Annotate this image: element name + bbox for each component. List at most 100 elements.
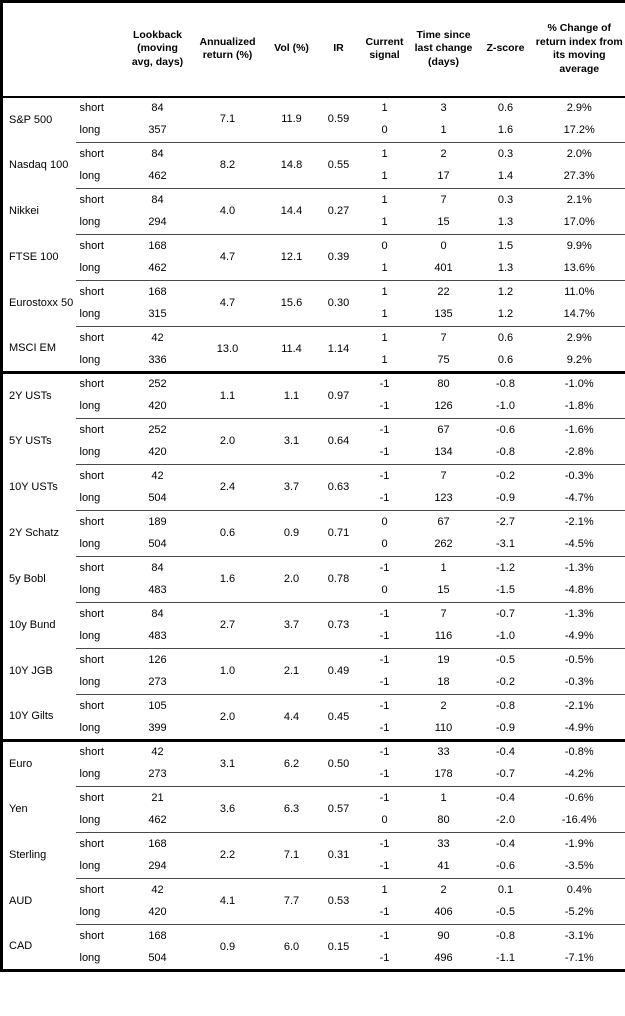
ir-cell: 0.59 <box>317 96 360 143</box>
signal-cell: -1 <box>379 929 390 942</box>
lookback-cell: 504 <box>148 951 167 964</box>
signal-cell: -1 <box>359 855 410 879</box>
vol-cell: 12.1 <box>265 234 318 281</box>
lookback-cell: 42 <box>151 331 164 344</box>
vol-cell: 7.1 <box>265 832 318 879</box>
vol-cell: 3.1 <box>265 418 318 465</box>
pct-change-cell: -2.8% <box>533 441 625 465</box>
ir-cell: 0.78 <box>317 556 360 603</box>
days-since-change-cell: 126 <box>409 395 478 419</box>
table-row: 10y Bund short 84 2.7 3.7 0.73 -1 7 -0.7 -1.3% <box>2 602 625 649</box>
z-score-cell: 0.3 <box>497 193 514 206</box>
lookback-cell: 42 <box>151 469 164 482</box>
leg-cell: short <box>79 929 104 942</box>
table-row: AUD short 42 4.1 7.7 0.53 1 2 0.1 0.4% <box>2 878 625 925</box>
pct-change-cell: -4.7% <box>533 487 625 511</box>
z-score-cell: 1.4 <box>477 165 534 189</box>
days-since-change-cell: 67 <box>437 423 450 436</box>
leg-cell: short <box>79 607 104 620</box>
pct-change-cell: 2.9% <box>566 331 592 344</box>
lookback-cell: 462 <box>125 165 190 189</box>
signal-cell: -1 <box>379 837 390 850</box>
annualized-return-cell: 0.9 <box>219 940 236 953</box>
table-row: 10Y JGB short 126 1.0 2.1 0.49 -1 19 -0.5 -0.5% <box>2 648 625 695</box>
pct-change-cell: 17.0% <box>533 211 625 235</box>
days-since-change-cell: 401 <box>409 257 478 281</box>
asset-name-cell: Nikkei <box>9 205 39 217</box>
pct-change-cell: -4.9% <box>533 717 625 742</box>
days-since-change-cell: 75 <box>409 349 478 374</box>
table-row: 5y Bobl short 84 1.6 2.0 0.78 -1 1 -1.2 -1.3% <box>2 556 625 603</box>
annualized-return-cell: 1.6 <box>189 556 266 603</box>
asset-name-cell: FTSE 100 <box>9 251 59 263</box>
header-time-since-change: Time since last change (days) <box>409 1 478 98</box>
ir-cell: 1.14 <box>317 326 360 374</box>
ir-cell: 0.55 <box>317 142 360 189</box>
signal-cell: 1 <box>381 102 388 114</box>
lookback-cell: 42 <box>151 746 164 759</box>
leg-cell: long <box>75 579 126 603</box>
lookback-cell: 483 <box>125 625 190 649</box>
pct-change-cell: -0.3% <box>533 671 625 695</box>
z-score-cell: -0.7 <box>477 763 534 787</box>
pct-change-cell: -2.1% <box>564 515 594 528</box>
lookback-cell: 252 <box>148 378 167 391</box>
days-since-change-cell: 134 <box>409 441 478 465</box>
vol-cell: 11.4 <box>265 326 318 374</box>
table-row: 10Y USTs short 42 2.4 3.7 0.63 -1 7 -0.2 -0.3% <box>2 464 625 511</box>
days-since-change-cell: 116 <box>409 625 478 649</box>
signal-cell: -1 <box>359 441 410 465</box>
table-row: long 504 -1 496 -1.1 -7.1% <box>2 948 625 971</box>
table-row: 2Y USTs short 252 1.1 1.1 0.97 -1 80 -0.8 -1.0% <box>2 372 625 419</box>
header-annualized-return: Annualized return (%) <box>189 1 266 98</box>
ir-cell: 0.97 <box>317 372 360 419</box>
z-score-cell: 1.6 <box>477 119 534 143</box>
leg-cell: short <box>79 147 104 160</box>
table-row: long 483 0 15 -1.5 -4.8% <box>2 579 625 603</box>
z-score-cell: -0.4 <box>496 746 515 759</box>
lookback-cell: 84 <box>151 102 164 114</box>
pct-change-cell: -7.1% <box>564 951 594 964</box>
z-score-cell: -0.4 <box>496 791 515 804</box>
z-score-cell: 1.2 <box>477 303 534 327</box>
days-since-change-cell: 2 <box>440 883 447 896</box>
days-since-change-cell: 110 <box>409 717 478 742</box>
z-score-cell: 0.6 <box>497 331 514 344</box>
momentum-signals-table: Lookback (moving avg, days) Annualized r… <box>0 0 625 972</box>
table-row: long 399 -1 110 -0.9 -4.9% <box>2 717 625 742</box>
lookback-cell: 126 <box>148 653 167 666</box>
annualized-return-cell: 4.7 <box>189 280 266 327</box>
leg-cell: short <box>79 561 104 574</box>
lookback-cell: 189 <box>148 515 167 528</box>
z-score-cell: -1.0 <box>477 395 534 419</box>
leg-cell: long <box>75 211 126 235</box>
days-since-change-cell: 2 <box>440 147 447 160</box>
lookback-cell: 84 <box>151 147 164 160</box>
signal-cell: -1 <box>379 378 390 391</box>
leg-cell: short <box>79 239 104 252</box>
lookback-cell: 105 <box>148 699 167 712</box>
signal-cell: -1 <box>359 487 410 511</box>
z-score-cell: -0.9 <box>477 717 534 742</box>
days-since-change-cell: 178 <box>409 763 478 787</box>
z-score-cell: -0.4 <box>496 837 515 850</box>
lookback-cell: 504 <box>125 533 190 557</box>
pct-change-cell: -16.4% <box>533 809 625 833</box>
table-body: S&P 500 short 84 7.1 11.9 0.59 1 3 0.6 2.9% long 35… <box>1 96 625 971</box>
table-row: long 420 -1 134 -0.8 -2.8% <box>2 441 625 465</box>
lookback-cell: 168 <box>148 239 167 252</box>
z-score-cell: 1.3 <box>477 211 534 235</box>
days-since-change-cell: 1 <box>409 119 478 143</box>
pct-change-cell: -1.9% <box>564 837 594 850</box>
leg-cell: short <box>79 102 104 114</box>
signal-cell: 0 <box>359 119 410 143</box>
lookback-cell: 336 <box>125 349 190 374</box>
leg-cell: long <box>75 625 126 649</box>
pct-change-cell: -3.5% <box>533 855 625 879</box>
z-score-cell: -2.0 <box>477 809 534 833</box>
signal-cell: 1 <box>359 165 410 189</box>
leg-cell: short <box>79 331 104 344</box>
table-row: long 462 0 80 -2.0 -16.4% <box>2 809 625 833</box>
z-score-cell: 1.3 <box>477 257 534 281</box>
days-since-change-cell: 15 <box>409 211 478 235</box>
